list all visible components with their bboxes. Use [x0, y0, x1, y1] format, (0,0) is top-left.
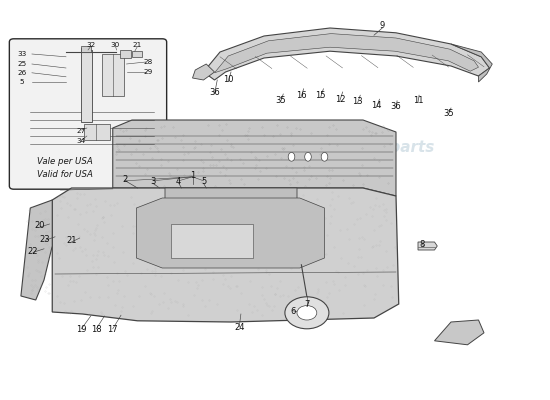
Text: 22: 22	[28, 247, 38, 256]
Text: eurosparts: eurosparts	[55, 140, 148, 155]
FancyBboxPatch shape	[9, 39, 167, 189]
Text: 23: 23	[40, 235, 51, 244]
Polygon shape	[120, 50, 131, 58]
Text: 35: 35	[443, 109, 454, 118]
Text: 14: 14	[371, 101, 382, 110]
Text: 29: 29	[144, 69, 153, 75]
Text: 24: 24	[234, 324, 245, 332]
Polygon shape	[84, 124, 110, 140]
Text: 18: 18	[91, 326, 102, 334]
Text: eurosparts: eurosparts	[341, 140, 434, 155]
Polygon shape	[81, 50, 92, 122]
Polygon shape	[102, 54, 124, 96]
Ellipse shape	[321, 152, 328, 161]
Polygon shape	[451, 44, 492, 82]
Polygon shape	[170, 224, 253, 258]
Text: eurosparts: eurosparts	[220, 236, 313, 251]
Text: 10: 10	[223, 76, 234, 84]
Text: 27: 27	[77, 128, 86, 134]
Text: 34: 34	[77, 138, 86, 144]
Text: 21: 21	[66, 236, 77, 245]
Polygon shape	[418, 242, 437, 250]
Polygon shape	[21, 200, 52, 300]
Text: 15: 15	[315, 92, 326, 100]
Polygon shape	[132, 51, 142, 57]
Text: 19: 19	[76, 326, 87, 334]
Text: 20: 20	[34, 222, 45, 230]
Polygon shape	[165, 188, 297, 216]
Ellipse shape	[305, 152, 311, 161]
Text: 11: 11	[412, 96, 424, 105]
Text: 21: 21	[133, 42, 142, 48]
Text: 25: 25	[18, 61, 26, 67]
Text: 36: 36	[390, 102, 402, 111]
Polygon shape	[52, 188, 399, 322]
Text: Vale per USA
Valid for USA: Vale per USA Valid for USA	[37, 157, 94, 179]
Text: 13: 13	[352, 98, 363, 106]
Text: 12: 12	[334, 95, 345, 104]
Text: 4: 4	[176, 177, 182, 186]
Text: 17: 17	[107, 326, 118, 334]
Polygon shape	[136, 198, 324, 268]
Text: 1: 1	[190, 171, 195, 180]
Polygon shape	[81, 46, 91, 52]
Text: 6: 6	[290, 308, 296, 316]
Text: 33: 33	[18, 51, 26, 57]
Polygon shape	[192, 64, 215, 80]
Text: 16: 16	[296, 91, 307, 100]
Text: 7: 7	[304, 300, 310, 309]
Text: 32: 32	[86, 42, 95, 48]
Text: 3: 3	[150, 177, 156, 186]
Text: 26: 26	[18, 70, 26, 76]
Text: 9: 9	[379, 22, 385, 30]
Text: 36: 36	[209, 88, 220, 97]
Text: 8: 8	[420, 240, 425, 249]
Polygon shape	[214, 34, 478, 73]
Polygon shape	[434, 320, 484, 345]
Text: 30: 30	[111, 42, 120, 48]
Polygon shape	[204, 28, 490, 80]
Circle shape	[297, 306, 317, 320]
Polygon shape	[113, 120, 396, 196]
Ellipse shape	[288, 152, 295, 161]
Circle shape	[285, 297, 329, 329]
Text: 5: 5	[201, 177, 206, 186]
Text: 5: 5	[20, 78, 24, 84]
Text: 2: 2	[123, 175, 128, 184]
Text: 35: 35	[275, 96, 286, 105]
Text: 28: 28	[144, 59, 153, 65]
